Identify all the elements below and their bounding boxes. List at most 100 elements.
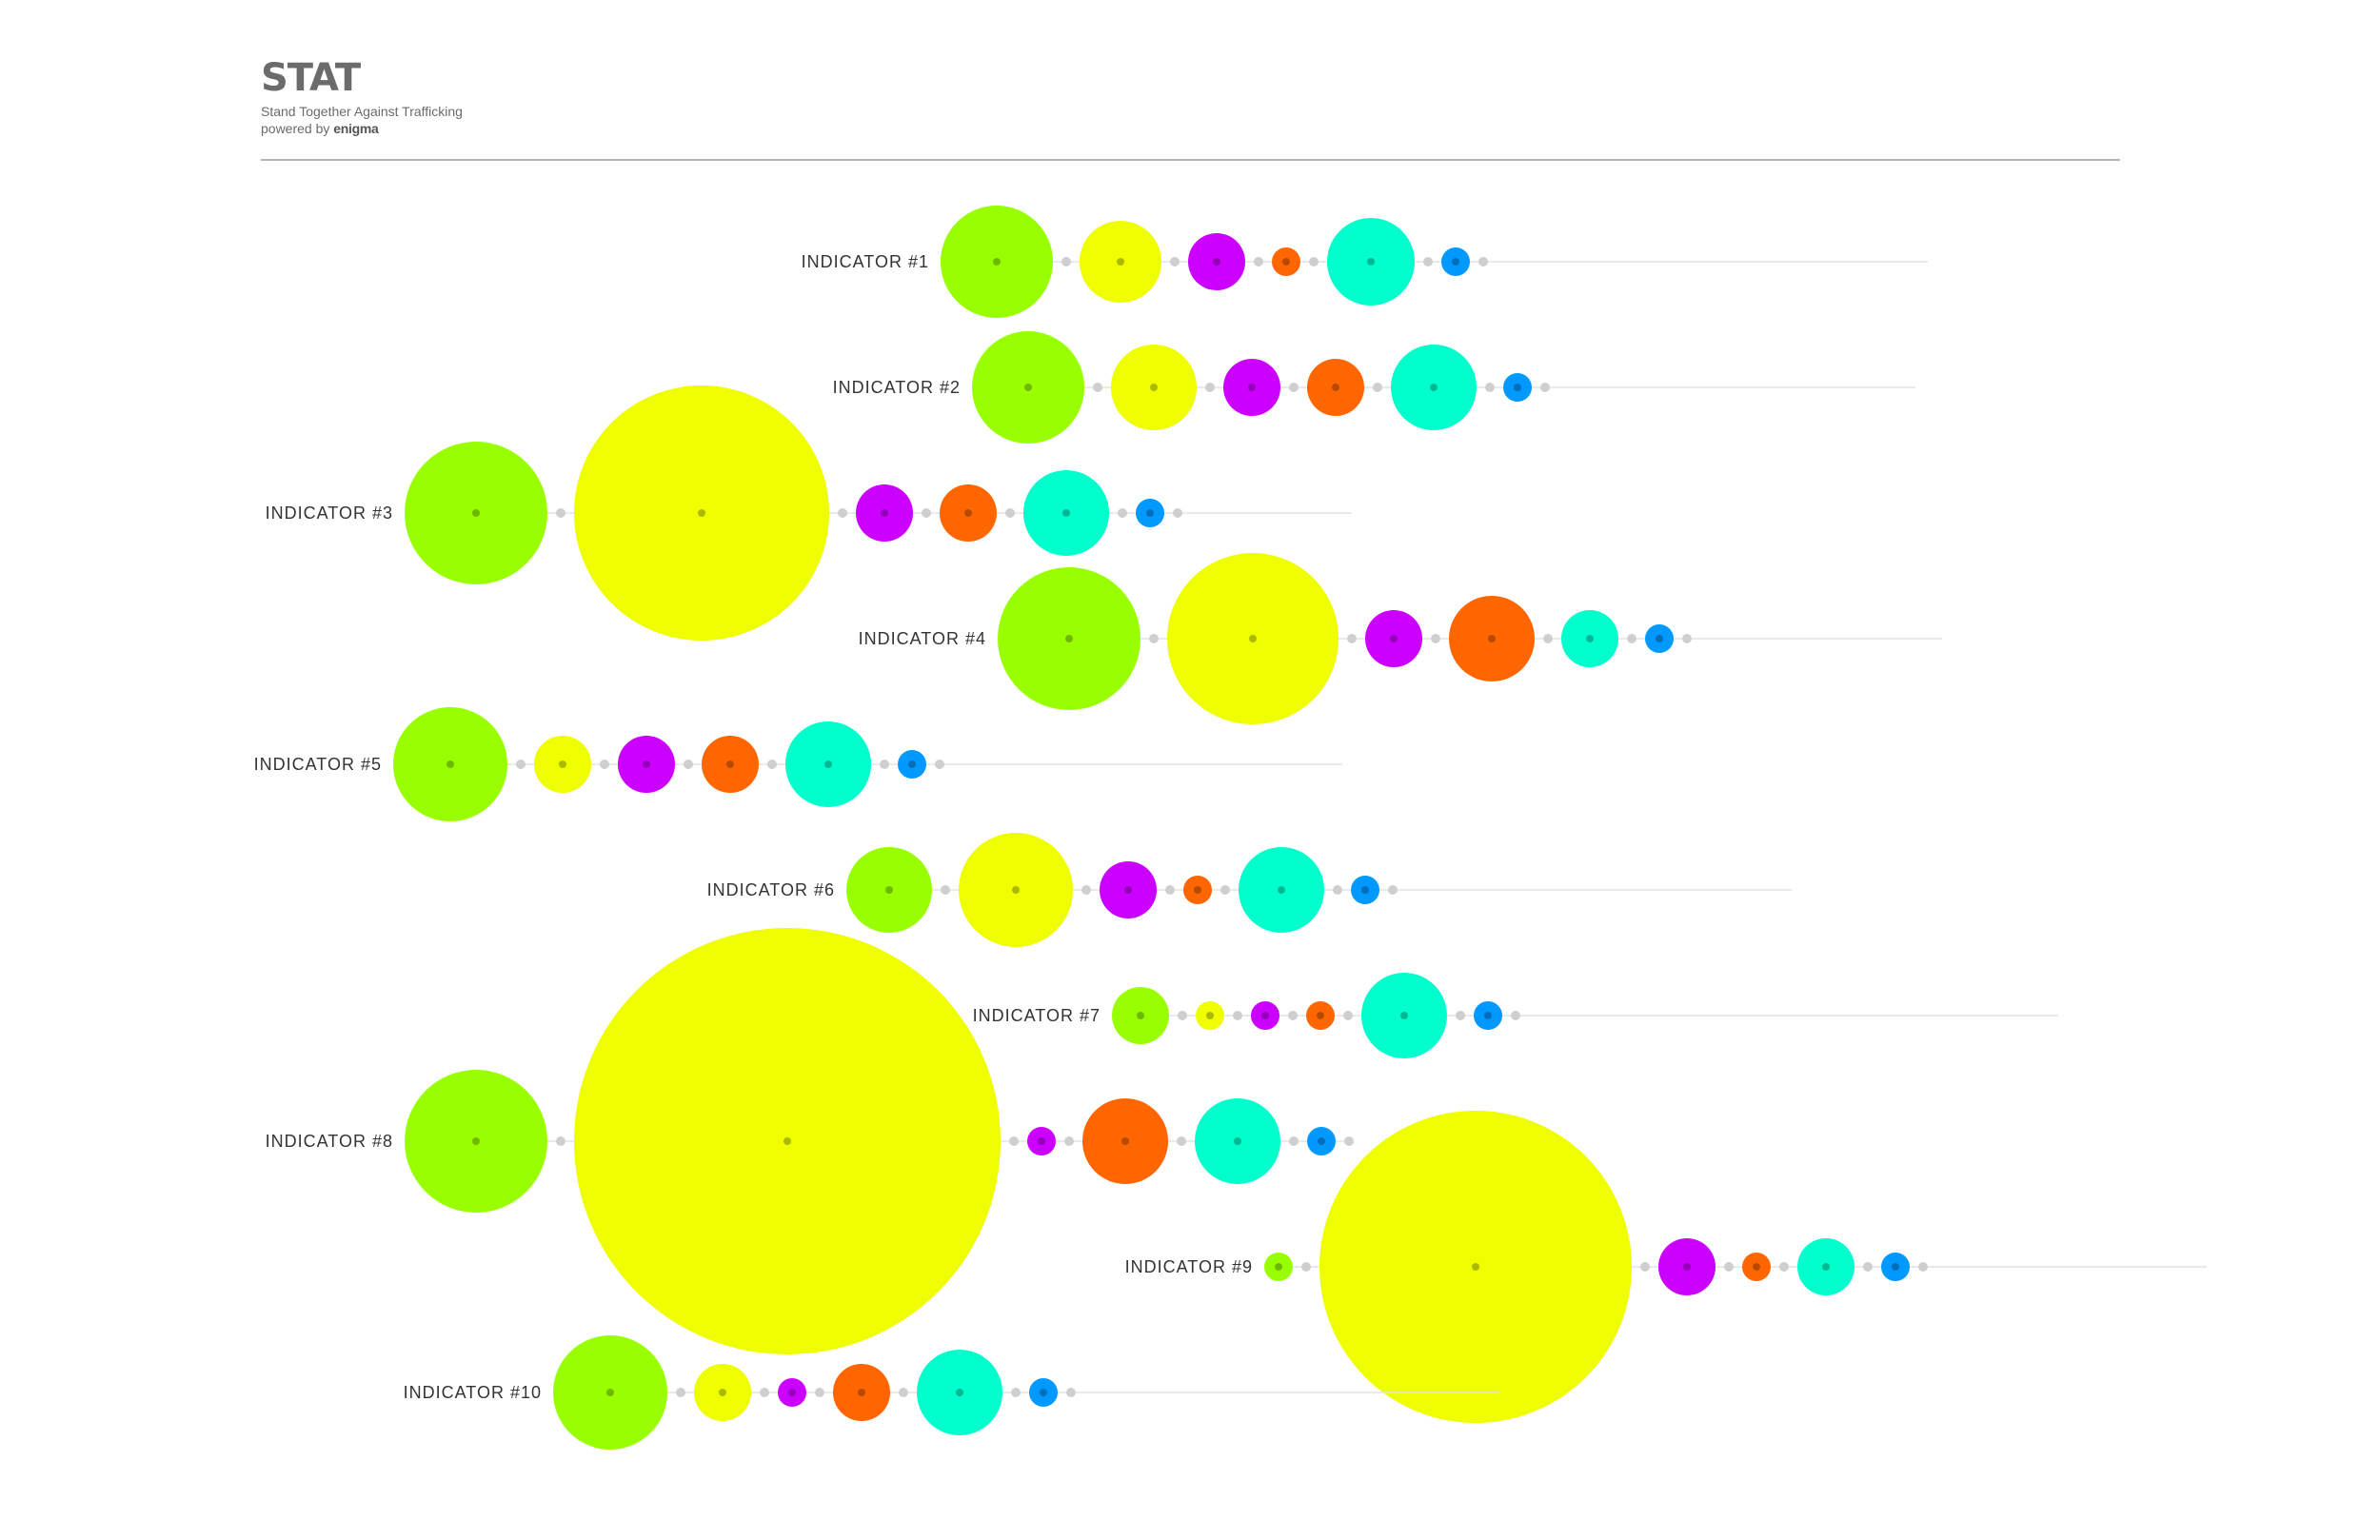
connector-dot	[1288, 1011, 1298, 1020]
indicator-label: INDICATOR #10	[404, 1383, 542, 1402]
bubble-center-dot	[964, 509, 972, 517]
indicator-row: INDICATOR #5	[254, 707, 1342, 821]
connector-dot	[899, 1388, 908, 1397]
bubble-center-dot	[783, 1137, 791, 1145]
bubble	[1351, 876, 1379, 904]
bubble	[1251, 1001, 1279, 1030]
bubble	[972, 331, 1084, 444]
connector-dot	[880, 760, 889, 769]
bubble-center-dot	[858, 1389, 865, 1396]
bubble-center-dot	[1213, 258, 1220, 266]
enigma-logo: enigma	[333, 121, 379, 136]
connector-dot	[1373, 383, 1382, 392]
bubble-center-dot	[1278, 886, 1285, 894]
bubble	[393, 707, 507, 821]
bubble-center-dot	[1012, 886, 1020, 894]
connector-dot	[922, 508, 931, 518]
bubble-center-dot	[1282, 258, 1290, 266]
bubble	[1080, 221, 1161, 303]
powered-by: powered by enigma	[261, 120, 2127, 137]
connector-dot	[1478, 257, 1488, 267]
indicator-row: INDICATOR #6	[707, 833, 1792, 947]
bubble	[1645, 624, 1674, 653]
powered-by-prefix: powered by	[261, 121, 330, 136]
indicator-label: INDICATOR #1	[802, 252, 929, 271]
connector-dot	[760, 1388, 769, 1397]
connector-dot	[838, 508, 847, 518]
bubble	[1797, 1238, 1854, 1295]
bubble-center-dot	[1318, 1137, 1325, 1145]
bubble	[1365, 610, 1422, 667]
indicator-row: INDICATOR #7	[973, 973, 2058, 1058]
connector-dot	[1627, 634, 1636, 643]
connector-dot	[1543, 634, 1553, 643]
bubble-center-dot	[1332, 384, 1339, 391]
bubble	[1658, 1238, 1716, 1295]
indicator-row: INDICATOR #10	[404, 1335, 1499, 1450]
bubble-center-dot	[1062, 509, 1070, 517]
connector-dot	[1220, 885, 1230, 895]
connector-dot	[1093, 383, 1102, 392]
bubble-center-dot	[993, 258, 1001, 266]
bubble	[1239, 847, 1324, 933]
indicator-row: INDICATOR #1	[802, 206, 1928, 318]
bubble-center-dot	[726, 760, 734, 768]
indicator-label: INDICATOR #6	[707, 880, 835, 899]
connector-dot	[1309, 257, 1319, 267]
bubble	[1188, 233, 1245, 290]
bubble-center-dot	[1249, 635, 1257, 642]
bubble-center-dot	[1452, 258, 1459, 266]
connector-dot	[941, 885, 950, 895]
bubble	[998, 567, 1140, 710]
connector-dot	[1170, 257, 1180, 267]
bubble-center-dot	[1261, 1012, 1269, 1019]
bubble-center-dot	[1124, 886, 1132, 894]
bubble-center-dot	[1586, 635, 1594, 642]
bubble	[618, 736, 675, 793]
bubble-center-dot	[719, 1389, 726, 1396]
indicator-label: INDICATOR #3	[266, 503, 393, 523]
bubble-center-dot	[1430, 384, 1438, 391]
bubble-center-dot	[472, 509, 480, 517]
bubble-center-dot	[1390, 635, 1398, 642]
bubble	[1391, 345, 1477, 430]
bubble-center-dot	[1040, 1389, 1047, 1396]
connector-dot	[1724, 1262, 1734, 1272]
connector-dot	[1064, 1136, 1074, 1146]
bubble	[1023, 470, 1109, 556]
brand-title: STAT	[261, 56, 361, 100]
bubble	[574, 385, 829, 641]
indicator-label: INDICATOR #8	[266, 1132, 393, 1151]
bubble-center-dot	[1361, 886, 1369, 894]
bubble-center-dot	[1038, 1137, 1045, 1145]
indicator-label: INDICATOR #4	[859, 629, 986, 648]
connector-dot	[1165, 885, 1175, 895]
connector-dot	[1233, 1011, 1242, 1020]
bubble	[785, 721, 871, 807]
bubble-center-dot	[606, 1389, 614, 1396]
bubble-center-dot	[1117, 258, 1124, 266]
connector-dot	[1918, 1262, 1928, 1272]
bubble	[1441, 247, 1470, 276]
bubble	[917, 1350, 1002, 1435]
connector-dot	[1863, 1262, 1873, 1272]
connector-dot	[1347, 634, 1357, 643]
bubble-center-dot	[1121, 1137, 1129, 1145]
connector-dot	[1540, 383, 1550, 392]
connector-dot	[556, 1136, 565, 1146]
bubble	[1272, 247, 1300, 276]
bubble	[1561, 610, 1618, 667]
connector-dot	[1009, 1136, 1019, 1146]
bubble	[833, 1364, 890, 1421]
connector-dot	[815, 1388, 824, 1397]
bubble	[1474, 1001, 1502, 1030]
brand-subtitle: Stand Together Against Trafficking	[261, 104, 463, 119]
bubble	[1319, 1111, 1632, 1423]
bubble-center-dot	[1137, 1012, 1144, 1019]
bubble-center-dot	[1656, 635, 1663, 642]
bubble	[694, 1364, 751, 1421]
header-divider	[261, 159, 2120, 161]
bubble-center-dot	[1484, 1012, 1492, 1019]
bubble	[846, 847, 932, 933]
bubble	[553, 1335, 667, 1450]
